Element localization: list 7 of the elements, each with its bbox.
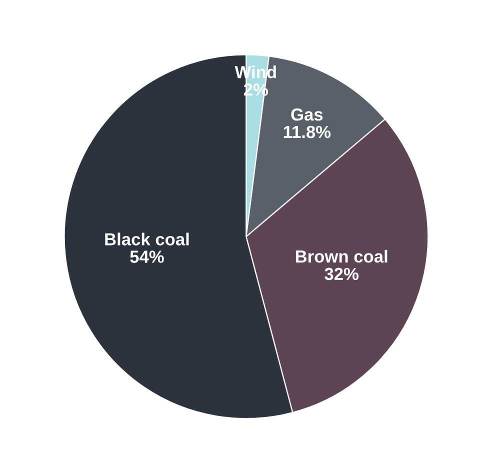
slice-label: Black coal	[105, 232, 189, 246]
data-label: 32%	[324, 268, 358, 280]
slice-label: Gas	[291, 108, 323, 121]
data-label: 54%	[130, 250, 164, 263]
slice-label: Brown coal	[296, 250, 388, 263]
data-label: 11.8%	[284, 126, 331, 138]
slice-label: Wind	[234, 66, 276, 78]
